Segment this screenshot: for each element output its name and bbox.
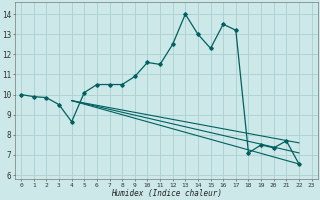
- X-axis label: Humidex (Indice chaleur): Humidex (Indice chaleur): [111, 189, 222, 198]
